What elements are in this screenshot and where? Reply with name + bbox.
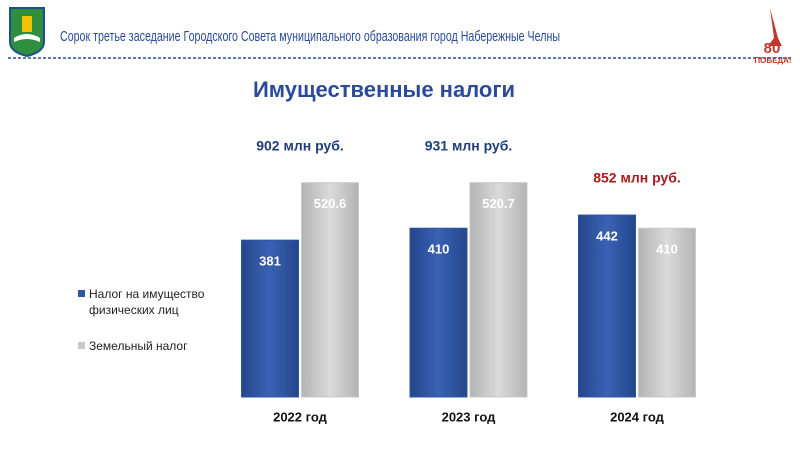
bar — [469, 182, 528, 398]
plot: 381 520.6 2022 год 902 млн руб. 410 520.7 2023… — [241, 137, 696, 424]
city-logo — [9, 7, 45, 58]
legend-label: Земельный налог — [89, 339, 188, 353]
header-title: Сорок третье заседание Городского Совета… — [60, 28, 560, 45]
bar — [241, 239, 299, 398]
legend-label: Налог на имущество физических лиц — [89, 287, 205, 317]
bar — [409, 227, 468, 398]
badge-number: 80 — [764, 40, 781, 57]
x-tick-label: 2024 год — [610, 409, 665, 424]
bar — [578, 214, 636, 398]
value-label: 520.6 — [314, 196, 347, 211]
victory-badge: 80 ПОБЕДА! — [754, 8, 792, 65]
legend-entry: Налог на имущество физических лиц — [78, 286, 228, 318]
chart-title: Имущественные налоги — [253, 77, 515, 102]
x-tick-label: 2022 год — [273, 409, 328, 424]
value-label: 520.7 — [482, 196, 515, 211]
value-label: 410 — [428, 242, 450, 257]
value-label: 410 — [656, 242, 678, 257]
legend-swatch — [78, 290, 85, 297]
value-label: 442 — [596, 228, 618, 243]
legend-entry: Земельный налог — [78, 338, 228, 354]
total-annotation: 902 млн руб. — [256, 137, 344, 153]
value-label: 381 — [259, 254, 281, 269]
badge-text: ПОБЕДА! — [754, 56, 791, 65]
total-annotation: 852 млн руб. — [593, 170, 681, 186]
bar — [638, 227, 696, 398]
legend: Налог на имущество физических лиц Земельн… — [78, 286, 228, 374]
bar — [301, 182, 359, 398]
x-tick-label: 2023 год — [442, 409, 497, 424]
legend-swatch — [78, 342, 85, 349]
total-annotation: 931 млн руб. — [425, 137, 513, 153]
